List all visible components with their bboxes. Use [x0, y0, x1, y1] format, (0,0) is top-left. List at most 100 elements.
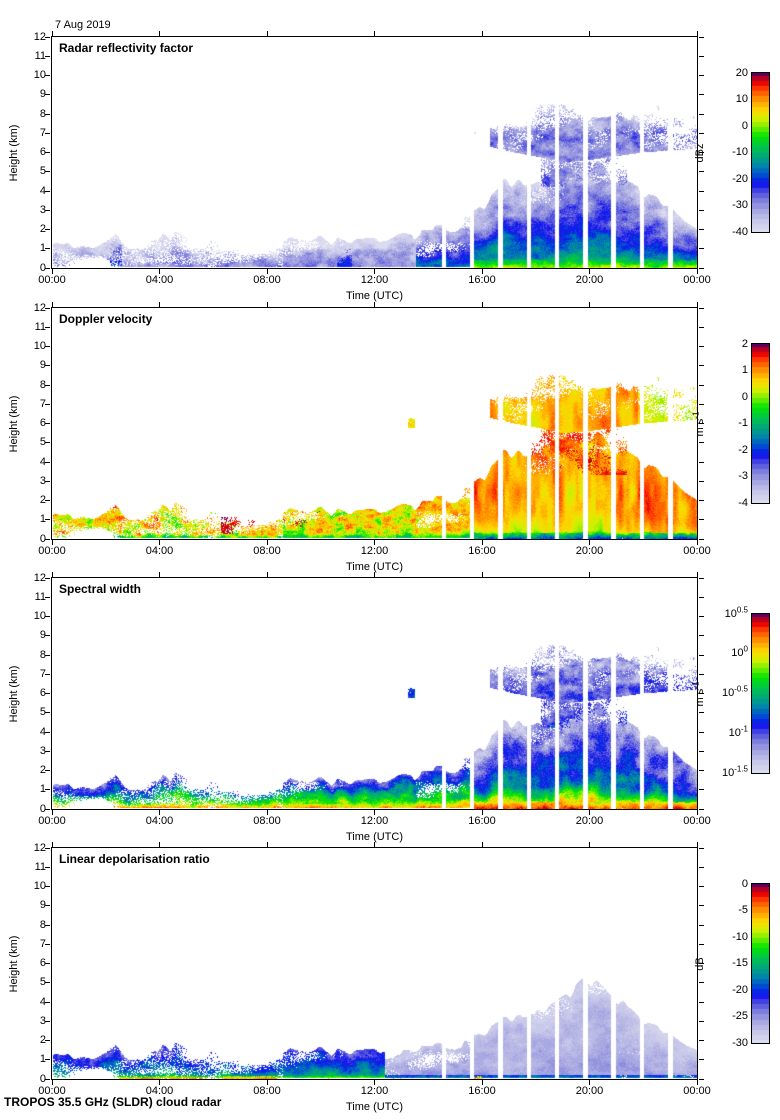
y-tick-left	[45, 152, 50, 153]
y-tick-right	[699, 229, 704, 230]
plot-canvas-spectral-width	[52, 578, 697, 809]
x-tick-top	[266, 572, 268, 577]
y-tick-left	[45, 635, 50, 637]
colorbar-tick-label: 10	[735, 93, 748, 105]
y-tick-label: 10	[33, 610, 46, 622]
x-tick-bottom	[481, 810, 483, 815]
x-tick-label: 20:00	[575, 274, 604, 286]
x-tick-bottom	[266, 540, 268, 545]
y-tick-label: 4	[39, 455, 46, 468]
y-tick-label: 7	[39, 126, 46, 139]
y-tick-right	[699, 1020, 704, 1022]
x-tick-top	[481, 31, 483, 36]
exponent: -1.5	[734, 763, 748, 773]
colorbar-tick-label: -5	[738, 904, 748, 916]
exponent: 0	[743, 644, 748, 654]
y-tick-label: 8	[39, 378, 46, 391]
x-tick-top	[696, 842, 698, 847]
y-tick-right	[699, 209, 704, 211]
x-tick-bottom	[159, 540, 160, 545]
x-tick-bottom	[51, 269, 53, 274]
y-tick-label: 8	[39, 648, 46, 661]
y-tick-left	[45, 1040, 50, 1041]
colorbar-tick-label: 10-1.5	[721, 763, 748, 779]
y-tick-left	[45, 538, 50, 540]
x-tick-label: 16:00	[468, 1085, 496, 1097]
y-tick-right	[699, 519, 704, 521]
x-tick-top	[159, 572, 160, 577]
colorbar-tick-label: 100.5	[724, 604, 748, 620]
x-tick-bottom	[266, 810, 268, 815]
x-tick-top	[51, 31, 53, 36]
y-axis-label: Height (km)	[8, 665, 20, 722]
y-tick-right	[699, 538, 704, 540]
y-tick-label: 9	[39, 88, 46, 101]
y-tick-left	[45, 190, 50, 192]
x-tick-label: 00:00	[38, 545, 66, 557]
y-tick-left	[45, 267, 50, 269]
x-axis-label: Time (UTC)	[345, 1101, 404, 1113]
y-tick-left	[45, 229, 50, 230]
y-tick-left	[45, 616, 50, 617]
y-tick-left	[45, 750, 50, 752]
y-tick-label: 2	[39, 223, 46, 235]
x-tick-bottom	[696, 810, 698, 815]
y-tick-right	[699, 36, 704, 38]
panel-title-ldr: Linear depolarisation ratio	[59, 852, 210, 866]
y-tick-right	[699, 866, 704, 868]
y-tick-label: 2	[39, 1034, 46, 1046]
y-tick-right	[699, 693, 704, 694]
exponent: -1	[691, 681, 701, 689]
y-tick-left	[45, 36, 50, 38]
colorbar-tick-label: -2	[738, 443, 748, 456]
x-tick-label: 08:00	[253, 815, 281, 827]
y-tick-left	[45, 442, 50, 444]
y-tick-label: 6	[39, 417, 46, 429]
x-tick-top	[374, 302, 375, 307]
y-tick-left	[45, 847, 50, 849]
y-tick-right	[699, 113, 704, 115]
y-tick-left	[45, 866, 50, 868]
y-tick-left	[45, 113, 50, 115]
x-tick-top	[589, 842, 590, 847]
y-tick-right	[699, 943, 704, 945]
y-tick-left	[45, 577, 50, 579]
exponent: -1	[691, 411, 701, 419]
y-tick-right	[699, 808, 704, 810]
x-tick-label: 08:00	[253, 274, 281, 286]
colorbar-tick-label: -30	[732, 199, 748, 211]
x-tick-top	[589, 572, 590, 577]
colorbar-tick-label: -30	[732, 1036, 748, 1049]
y-tick-left	[45, 384, 50, 386]
y-tick-label: 2	[39, 494, 46, 506]
y-tick-label: 3	[39, 744, 46, 757]
x-tick-top	[266, 31, 268, 36]
y-tick-right	[699, 963, 704, 964]
x-tick-top	[374, 842, 375, 847]
x-tick-top	[696, 31, 698, 36]
y-tick-left	[45, 654, 50, 656]
y-tick-left	[45, 519, 50, 521]
y-tick-right	[699, 442, 704, 444]
y-tick-left	[45, 171, 50, 173]
x-tick-label: 00:00	[38, 274, 66, 286]
x-tick-bottom	[481, 1080, 483, 1085]
x-tick-label: 04:00	[145, 815, 174, 827]
exponent: -0.5	[734, 684, 748, 694]
y-tick-label: 11	[34, 320, 46, 333]
x-tick-top	[481, 302, 483, 307]
y-tick-label: 1	[39, 1053, 46, 1066]
y-tick-label: 6	[39, 146, 46, 158]
y-tick-label: 0	[39, 261, 46, 274]
x-tick-bottom	[696, 269, 698, 274]
x-tick-bottom	[481, 540, 483, 545]
y-tick-right	[699, 248, 704, 250]
colorbar-tick-label: 0	[741, 877, 748, 890]
y-tick-right	[699, 770, 704, 771]
colorbar-canvas-spectral-width	[752, 614, 769, 773]
x-tick-label: 08:00	[253, 1085, 281, 1097]
x-tick-bottom	[374, 810, 375, 815]
y-tick-right	[699, 480, 704, 482]
y-tick-left	[45, 1020, 50, 1022]
y-axis-label: Height (km)	[8, 395, 20, 452]
